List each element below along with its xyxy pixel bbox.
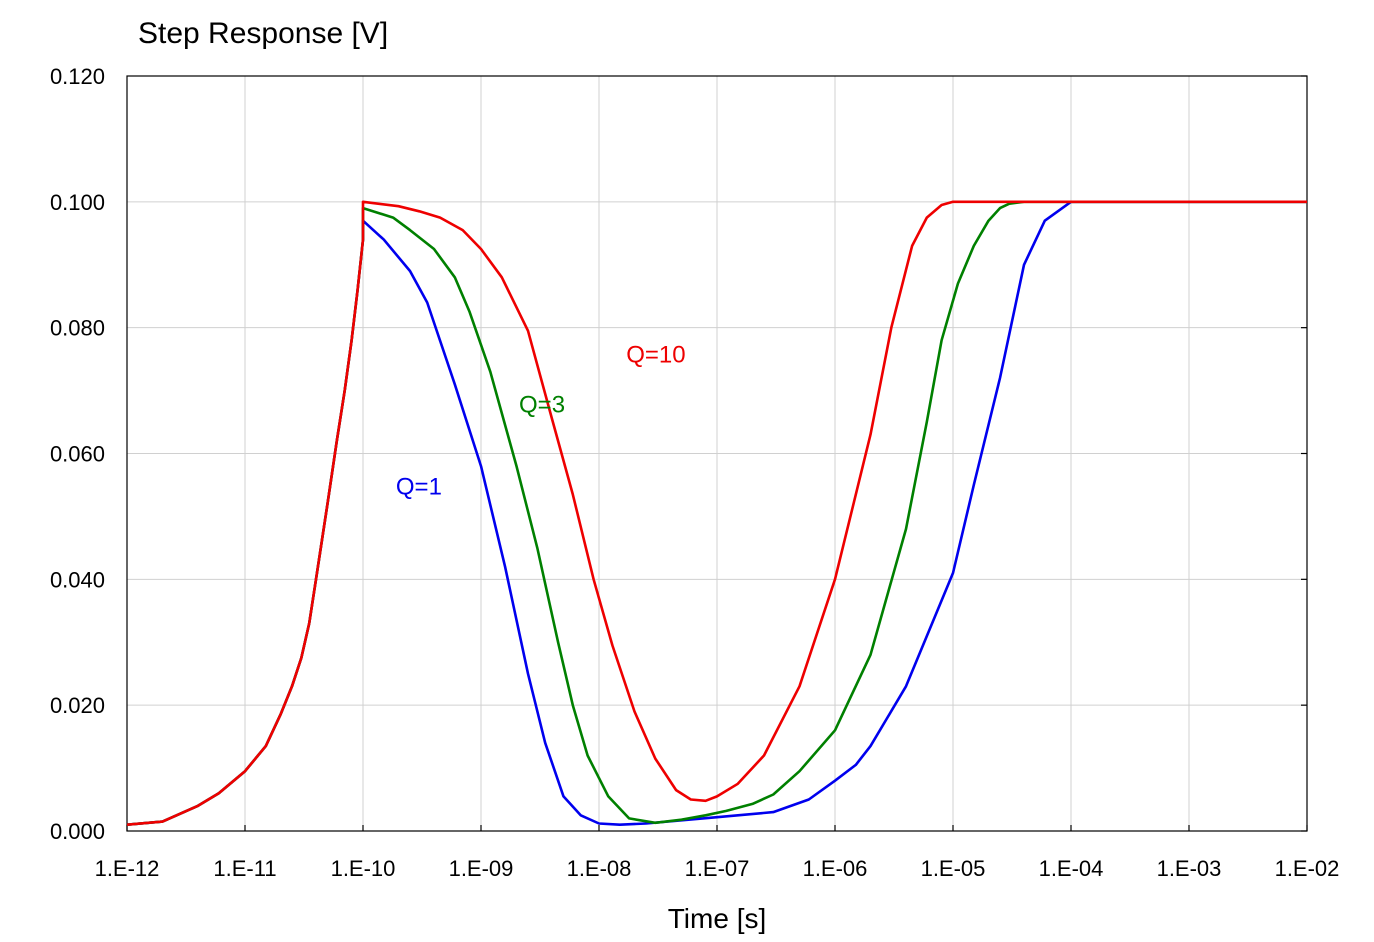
y-tick-label: 0.000 [50, 819, 105, 844]
y-tick-label: 0.040 [50, 567, 105, 592]
annotation-q-10: Q=10 [626, 341, 685, 368]
x-tick-label: 1.E-02 [1275, 856, 1340, 881]
y-axis: 0.000 0.020 0.040 0.060 0.080 0.100 0.120 [50, 64, 1307, 844]
y-tick-label: 0.060 [50, 442, 105, 467]
chart-title: Step Response [V] [138, 17, 388, 50]
x-axis: 1.E-12 1.E-11 1.E-10 1.E-09 1.E-08 1.E-07 1.E-… [95, 825, 1340, 881]
x-tick-label: 1.E-07 [685, 856, 750, 881]
x-tick-label: 1.E-03 [1157, 856, 1222, 881]
x-tick-label: 1.E-04 [1039, 856, 1104, 881]
y-tick-label: 0.020 [50, 693, 105, 718]
x-tick-label: 1.E-06 [803, 856, 868, 881]
annotation-q-1: Q=1 [396, 473, 442, 500]
x-tick-label: 1.E-05 [921, 856, 986, 881]
grid-lines [127, 76, 1307, 831]
x-tick-label: 1.E-11 [213, 856, 276, 881]
y-tick-label: 0.100 [50, 190, 105, 215]
x-tick-label: 1.E-12 [95, 856, 160, 881]
y-tick-label: 0.120 [50, 64, 105, 89]
x-axis-label: Time [s] [668, 903, 767, 934]
series-annotations: Q=1 Q=3 Q=10 [396, 341, 686, 500]
series-line-q-10 [126, 200, 1307, 826]
x-tick-label: 1.E-08 [567, 856, 632, 881]
y-tick-label: 0.080 [50, 316, 105, 341]
series-lines [126, 200, 1307, 826]
x-tick-label: 1.E-10 [331, 856, 396, 881]
annotation-q-3: Q=3 [519, 392, 565, 419]
x-tick-label: 1.E-09 [449, 856, 514, 881]
